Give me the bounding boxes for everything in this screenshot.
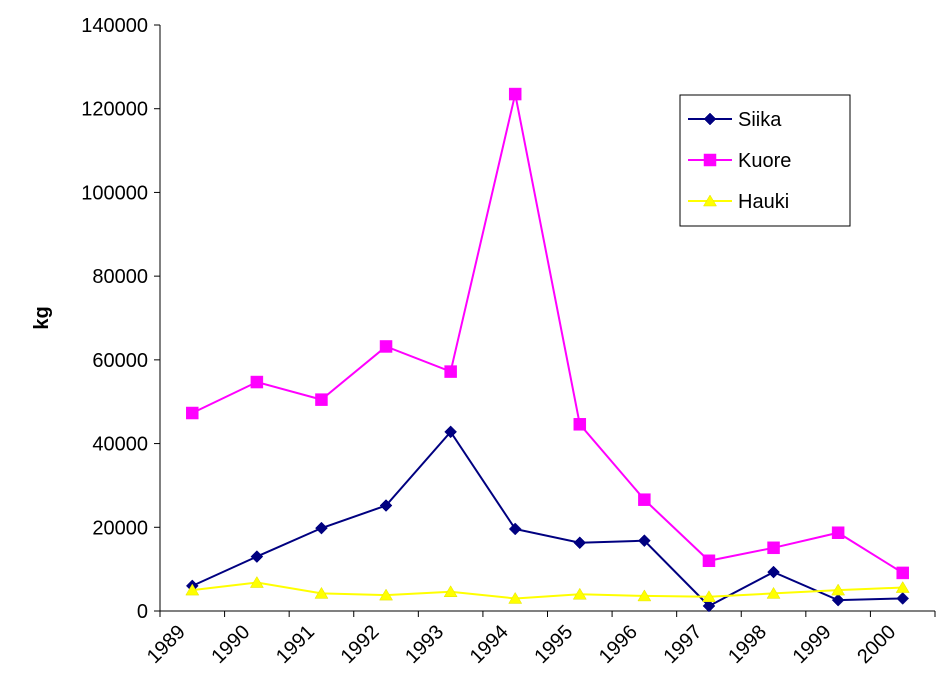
marker bbox=[831, 593, 845, 607]
marker bbox=[186, 406, 199, 420]
marker bbox=[767, 541, 780, 555]
marker bbox=[638, 534, 651, 548]
y-tick-label: 0 bbox=[137, 601, 148, 623]
marker bbox=[444, 365, 457, 378]
marker bbox=[831, 583, 846, 596]
marker bbox=[703, 194, 717, 207]
legend-label: Hauki bbox=[738, 191, 789, 213]
marker bbox=[831, 526, 845, 539]
x-tick-label: 1998 bbox=[724, 621, 771, 668]
y-tick-label: 120000 bbox=[81, 99, 148, 121]
marker bbox=[573, 418, 587, 431]
y-tick-label: 100000 bbox=[81, 182, 148, 204]
marker bbox=[572, 587, 587, 600]
series-line bbox=[191, 93, 904, 574]
marker bbox=[379, 499, 393, 512]
legend-label: Siika bbox=[738, 109, 782, 131]
legend-label: Kuore bbox=[738, 150, 791, 172]
x-tick-label: 1990 bbox=[207, 621, 254, 668]
marker bbox=[703, 112, 717, 126]
y-axis-label: kg bbox=[31, 306, 53, 329]
marker bbox=[250, 550, 264, 563]
y-tick-label: 140000 bbox=[81, 15, 148, 37]
marker bbox=[896, 592, 910, 605]
x-tick-label: 1989 bbox=[143, 621, 190, 668]
marker bbox=[444, 425, 457, 439]
marker bbox=[637, 589, 652, 602]
y-tick-label: 60000 bbox=[92, 350, 148, 372]
x-tick-label: 2000 bbox=[853, 621, 900, 668]
x-tick-label: 1994 bbox=[466, 621, 513, 668]
x-tick-label: 1997 bbox=[659, 621, 706, 668]
marker bbox=[895, 581, 910, 593]
marker bbox=[250, 375, 264, 389]
marker bbox=[638, 493, 651, 506]
series-line bbox=[191, 430, 903, 608]
y-tick-label: 40000 bbox=[92, 434, 148, 456]
marker bbox=[767, 565, 780, 579]
marker bbox=[703, 153, 717, 167]
x-tick-label: 1996 bbox=[595, 621, 642, 668]
marker bbox=[766, 586, 781, 599]
marker bbox=[315, 521, 328, 535]
x-tick-label: 1991 bbox=[272, 621, 319, 668]
x-tick-label: 1993 bbox=[401, 621, 448, 668]
marker bbox=[249, 576, 264, 588]
marker bbox=[702, 554, 716, 568]
x-tick-label: 1995 bbox=[530, 621, 577, 668]
marker bbox=[508, 522, 522, 536]
marker bbox=[314, 586, 329, 599]
marker bbox=[508, 591, 523, 604]
marker bbox=[315, 393, 328, 406]
marker bbox=[702, 590, 716, 603]
marker bbox=[379, 588, 393, 601]
y-tick-label: 80000 bbox=[92, 266, 148, 288]
marker bbox=[573, 536, 587, 550]
series-line bbox=[192, 581, 903, 600]
marker bbox=[896, 566, 909, 580]
marker bbox=[443, 585, 458, 597]
marker bbox=[508, 87, 522, 101]
y-tick-label: 20000 bbox=[92, 517, 148, 539]
x-tick-label: 1992 bbox=[337, 621, 384, 668]
marker bbox=[702, 599, 716, 613]
marker bbox=[185, 583, 200, 596]
marker bbox=[379, 340, 393, 353]
x-tick-label: 1999 bbox=[789, 621, 836, 668]
